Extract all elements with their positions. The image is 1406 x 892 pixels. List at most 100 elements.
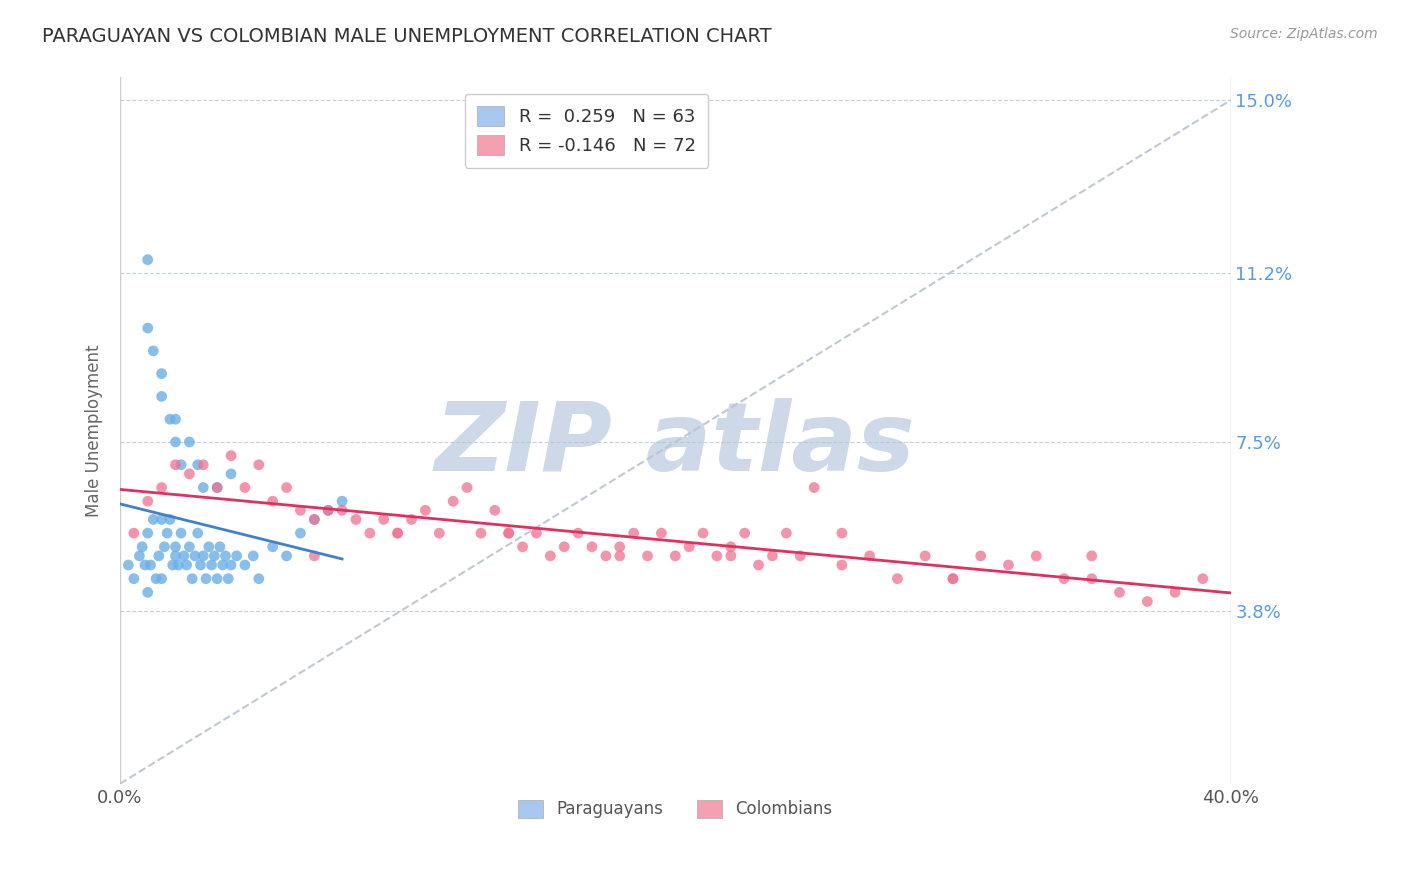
Point (225, 549, 247, 563)
Point (262, 540, 284, 554)
Point (150, 512, 173, 526)
Point (664, 549, 686, 563)
Point (242, 549, 264, 563)
Point (775, 526, 797, 541)
Point (156, 526, 179, 541)
Point (538, 549, 561, 563)
Point (179, 467, 201, 481)
Point (1081, 572, 1104, 586)
Point (401, 512, 423, 526)
Point (170, 458, 193, 472)
Point (233, 481, 256, 495)
Point (195, 572, 218, 586)
Point (609, 549, 631, 563)
Point (165, 549, 187, 563)
Point (761, 549, 783, 563)
Point (637, 549, 659, 563)
Point (316, 503, 339, 517)
Point (139, 558, 162, 572)
Text: ZIP atlas: ZIP atlas (434, 398, 915, 491)
Point (330, 503, 353, 517)
Point (803, 481, 825, 495)
Point (427, 526, 450, 541)
Point (387, 526, 409, 541)
Point (136, 321, 159, 335)
Point (1081, 549, 1104, 563)
Point (262, 494, 284, 508)
Point (136, 252, 159, 267)
Point (678, 540, 700, 554)
Point (165, 540, 187, 554)
Point (211, 558, 233, 572)
Point (304, 512, 326, 526)
Point (198, 540, 221, 554)
Point (304, 549, 326, 563)
Point (179, 434, 201, 449)
Point (456, 481, 478, 495)
Point (512, 540, 534, 554)
Point (706, 549, 728, 563)
Point (190, 558, 212, 572)
Point (484, 503, 506, 517)
Point (247, 458, 270, 472)
Point (831, 558, 853, 572)
Point (170, 526, 193, 541)
Point (1053, 572, 1076, 586)
Point (498, 526, 520, 541)
Point (886, 572, 908, 586)
Point (720, 549, 742, 563)
Point (142, 512, 165, 526)
Point (276, 549, 298, 563)
Text: PARAGUAYAN VS COLOMBIAN MALE UNEMPLOYMENT CORRELATION CHART: PARAGUAYAN VS COLOMBIAN MALE UNEMPLOYMEN… (42, 27, 772, 45)
Point (304, 512, 326, 526)
Point (148, 549, 170, 563)
Point (142, 343, 165, 358)
Point (145, 572, 167, 586)
Point (748, 558, 770, 572)
Point (970, 549, 993, 563)
Point (942, 572, 965, 586)
Point (181, 572, 204, 586)
Point (567, 526, 589, 541)
Point (526, 526, 548, 541)
Point (441, 494, 464, 508)
Point (136, 585, 159, 599)
Point (153, 540, 176, 554)
Point (553, 540, 575, 554)
Point (1025, 549, 1047, 563)
Point (581, 540, 603, 554)
Point (692, 526, 714, 541)
Point (997, 558, 1019, 572)
Point (219, 467, 242, 481)
Point (179, 540, 201, 554)
Point (176, 558, 198, 572)
Point (623, 526, 645, 541)
Point (1191, 572, 1213, 586)
Point (193, 458, 215, 472)
Point (942, 572, 965, 586)
Point (136, 494, 159, 508)
Point (150, 367, 173, 381)
Point (609, 540, 631, 554)
Point (150, 572, 173, 586)
Point (595, 549, 617, 563)
Point (193, 481, 215, 495)
Point (1164, 585, 1187, 599)
Point (205, 572, 228, 586)
Point (1108, 585, 1130, 599)
Point (122, 526, 145, 541)
Point (859, 549, 882, 563)
Y-axis label: Male Unemployment: Male Unemployment (86, 344, 103, 516)
Point (316, 503, 339, 517)
Text: Source: ZipAtlas.com: Source: ZipAtlas.com (1230, 27, 1378, 41)
Point (122, 572, 145, 586)
Point (187, 526, 209, 541)
Point (200, 558, 222, 572)
Point (159, 412, 181, 426)
Point (131, 540, 153, 554)
Point (330, 494, 353, 508)
Point (165, 434, 187, 449)
Point (498, 526, 520, 541)
Point (134, 558, 156, 572)
Point (165, 412, 187, 426)
